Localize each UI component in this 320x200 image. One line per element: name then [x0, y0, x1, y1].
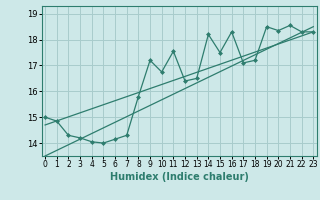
- X-axis label: Humidex (Indice chaleur): Humidex (Indice chaleur): [110, 172, 249, 182]
